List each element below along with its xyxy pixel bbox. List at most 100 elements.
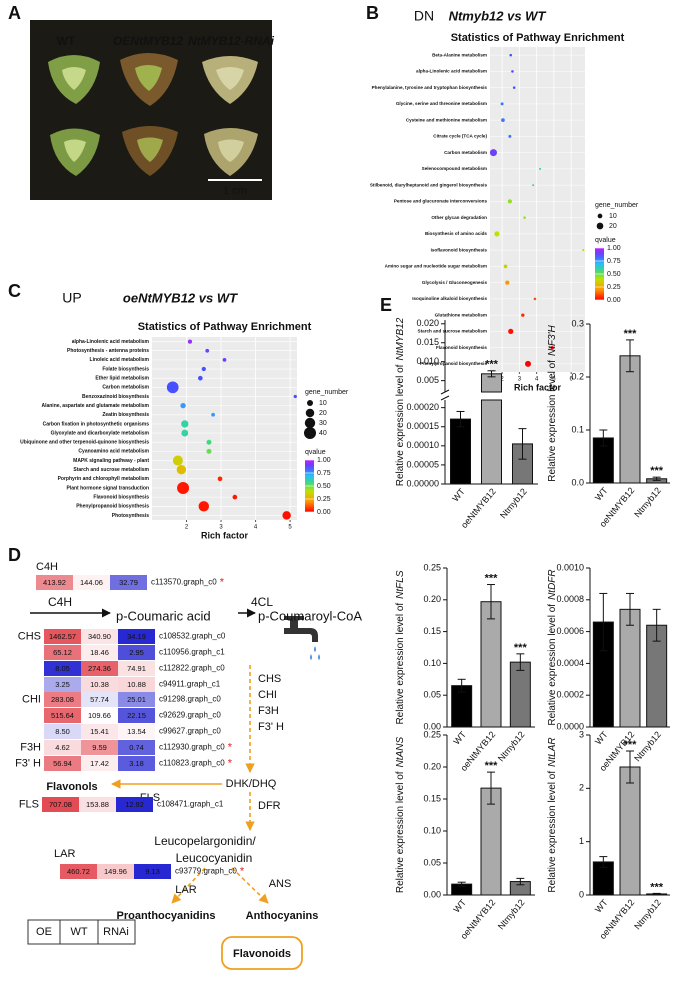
heatmap-value: 340.90 [88, 632, 111, 641]
transcript-id-text: c113570.graph_c0 [151, 578, 217, 587]
x-tick-label: WT [593, 897, 610, 915]
flag: * [240, 865, 245, 877]
heatmap-value: 15.41 [90, 727, 109, 736]
point [503, 264, 508, 269]
chart-title: Statistics of Pathway Enrichment [138, 321, 312, 333]
point [176, 465, 186, 475]
y-tick-label: 1 [579, 836, 584, 846]
enzyme-label: ANS [269, 878, 292, 890]
category-label: Selenocompound metabolism [422, 166, 487, 171]
y-tick-label: 0.010 [416, 356, 439, 366]
error-bar [516, 653, 525, 671]
transcript-id-text: c94911.graph_c1 [159, 680, 221, 689]
category-label: Ubiquinone and other terpenoid-quinone b… [20, 440, 149, 446]
point [181, 420, 189, 428]
x-tick-label: Ntmyb12 [632, 729, 663, 763]
error-bar [599, 856, 608, 868]
heatmap-cell [44, 661, 81, 676]
enzyme-label: F3H [258, 705, 279, 717]
panel-label: C [8, 281, 21, 301]
subtitle: Ntmyb12 vs WT [449, 8, 547, 23]
point [489, 149, 497, 157]
heatmap-cell [110, 575, 147, 590]
gene-label: CHI [22, 693, 41, 705]
category-label: Glutathione metabolism [435, 312, 487, 317]
category-label: Zeatin biosynthesis [102, 412, 149, 418]
y-tick-label: 0.2 [571, 371, 584, 381]
bar [509, 661, 531, 728]
category-label: Phenylalanine, tyrosine and tryptophan b… [372, 85, 488, 90]
significance: *** [624, 739, 638, 751]
heatmap-value: 18.46 [90, 648, 109, 657]
heatmap-value: 13.54 [127, 727, 146, 736]
heatmap-cell [118, 645, 155, 660]
heatmap-value: 22.15 [127, 711, 146, 720]
photo [30, 20, 272, 200]
color-legend-title: qvalue [305, 449, 326, 456]
heatmap-cell [118, 724, 155, 739]
heatmap-cell [42, 797, 79, 812]
size-key-label: 20 [609, 223, 617, 230]
heatmap-value: 34.19 [127, 632, 146, 641]
gene-label: CHS [18, 630, 41, 642]
compound-label: DHK/DHQ [226, 778, 277, 790]
enzyme-label: C4H [48, 595, 72, 609]
point [508, 328, 514, 334]
panel-label: A [8, 3, 21, 23]
transcript-id: c108532.graph_c0 [159, 632, 226, 641]
y-axis-title-gene: NtMYB12 [395, 317, 406, 360]
flag: * [228, 741, 233, 753]
heatmap-value: 1462.57 [49, 632, 76, 641]
heatmap-cell [81, 708, 118, 723]
point [222, 357, 227, 362]
pathway-shapes [27, 608, 320, 970]
legend-label: RNAi [103, 926, 129, 938]
category-label: Isoflavonoid biosynthesis [431, 247, 488, 252]
category-label: MAPK signaling pathway - plant [73, 458, 149, 464]
point [198, 375, 203, 381]
category-label: Flavonoid biosynthesis [436, 345, 487, 350]
heatmap-value: 57.74 [90, 695, 109, 704]
x-tick-label: WT [593, 729, 610, 747]
significance: *** [650, 465, 664, 477]
transcript-id-text: c91298.graph_c0 [159, 695, 221, 704]
fruit-wt [48, 55, 100, 176]
size-key-label: 10 [319, 400, 327, 407]
point [582, 249, 585, 252]
enzyme-label: DFR [258, 800, 281, 812]
category-label: Cyanoamino acid metabolism [78, 449, 149, 455]
point [512, 86, 516, 89]
y-tick-label: 0.15 [423, 626, 441, 636]
flag: * [220, 576, 225, 588]
color-tick-label: 0.50 [317, 483, 331, 490]
color-tick-label: 0.25 [317, 496, 331, 503]
y-tick-label: 0.10 [423, 825, 441, 835]
heatmap-cell [44, 677, 81, 692]
category-label: Plant hormone signal transduction [66, 485, 149, 491]
y-tick-label: 0.005 [416, 375, 439, 385]
y-tick-label: 0.0 [571, 477, 584, 487]
x-tick-label: Ntmyb12 [496, 729, 527, 763]
point [521, 313, 525, 317]
heatmap-value: 413.92 [43, 578, 66, 587]
y-axis-title: Relative expression level of NtANS [395, 737, 406, 894]
heatmap-cell [81, 677, 118, 692]
y-tick-label: 0.0000 [556, 721, 584, 731]
transcript-id: c110956.graph_c1 [159, 648, 225, 657]
heatmap-value: 283.08 [51, 695, 74, 704]
error-bar [599, 429, 608, 447]
x-tick-label: Ntmyb12 [498, 486, 529, 520]
x-tick-label: Ntmyb12 [632, 897, 663, 931]
point [201, 366, 206, 372]
size-legend-title: gene_number [595, 202, 639, 209]
heatmap-value: 0.74 [129, 743, 144, 752]
y-axis-title-gene: NtANS [395, 737, 406, 768]
y-tick-label: 0.00015 [406, 421, 439, 431]
compound-label: Flavonoids [233, 948, 291, 960]
transcript-id: c112822.graph_c0 [159, 664, 225, 673]
heatmap-value: 65.12 [53, 648, 72, 657]
error-bar [652, 608, 661, 642]
category-label: Other glycan degradation [431, 215, 487, 220]
y-tick-label: 0.0004 [556, 658, 584, 668]
significance: *** [485, 760, 499, 772]
